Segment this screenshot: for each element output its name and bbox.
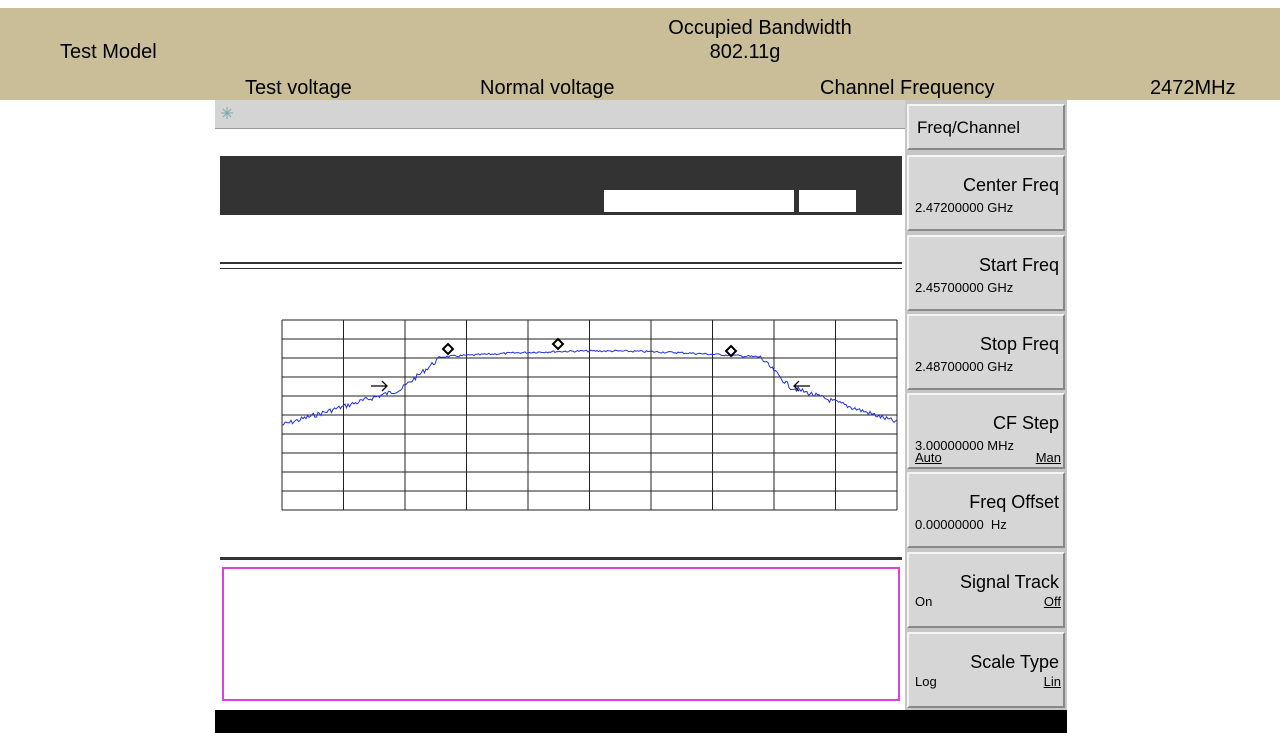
marker bbox=[551, 337, 565, 351]
softkey-label: Start Freq bbox=[978, 255, 1059, 275]
arrow-left bbox=[793, 380, 810, 392]
softkey-label: Stop Freq bbox=[979, 334, 1059, 354]
softkey-value: 0.00000000 Hz bbox=[915, 517, 1007, 532]
softkey[interactable]: Scale Type Log Lin bbox=[907, 632, 1065, 708]
bottom-bar bbox=[215, 710, 1067, 733]
trace bbox=[281, 349, 898, 426]
softkey-value: 2.45700000 GHz bbox=[915, 280, 1014, 295]
option: On bbox=[915, 594, 933, 609]
softkey-label: CF Step bbox=[992, 413, 1059, 433]
softkey-label: Scale Type bbox=[970, 652, 1059, 672]
softkey[interactable]: Start Freq 2.45700000 GHz bbox=[907, 235, 1065, 311]
result-box bbox=[222, 567, 900, 701]
option: Lin bbox=[1043, 674, 1061, 689]
field-label: Test Model bbox=[60, 41, 157, 63]
softkey-label: Freq Offset bbox=[969, 492, 1059, 512]
diamond-markers bbox=[441, 337, 738, 358]
softkey-value: 2.48700000 GHz bbox=[915, 359, 1014, 374]
field-value: Normal voltage bbox=[480, 77, 615, 99]
top-bar bbox=[215, 100, 905, 129]
option: Man bbox=[1035, 450, 1061, 465]
softkey-label: Center Freq bbox=[962, 175, 1059, 195]
softkey[interactable]: Freq Offset 0.00000000 Hz bbox=[907, 472, 1065, 548]
softkey[interactable]: Center Freq 2.47200000 GHz bbox=[907, 155, 1065, 231]
softkey[interactable]: Signal Track On Off bbox=[907, 552, 1065, 628]
softkey-label: Signal Track bbox=[959, 572, 1059, 592]
arrows bbox=[371, 380, 810, 392]
field-value: 2472MHz bbox=[1150, 77, 1236, 99]
option: Off bbox=[1043, 594, 1061, 609]
softkey-value: 2.47200000 GHz bbox=[915, 200, 1014, 215]
softkey[interactable]: CF Step 3.00000000 MHz Auto Man bbox=[907, 393, 1065, 469]
agilent-icon bbox=[221, 107, 233, 119]
field-value: 802.11g bbox=[709, 41, 781, 63]
marker bbox=[441, 342, 455, 356]
marker bbox=[724, 344, 738, 358]
menu-title: Freq/Channel bbox=[907, 104, 1065, 150]
grid bbox=[281, 319, 898, 511]
field-label: Test voltage bbox=[245, 77, 352, 99]
divider bbox=[220, 557, 902, 560]
softkey[interactable]: Stop Freq 2.48700000 GHz bbox=[907, 314, 1065, 390]
divider bbox=[220, 262, 902, 264]
option: Auto bbox=[915, 450, 942, 465]
softkey-value: 3.00000000 MHz bbox=[915, 438, 1015, 453]
header-band bbox=[0, 8, 1280, 100]
input-box bbox=[604, 190, 794, 212]
arrow-right bbox=[371, 380, 388, 392]
title: Occupied Bandwidth bbox=[668, 17, 852, 39]
icon bbox=[221, 107, 233, 119]
field-label: Channel Frequency bbox=[820, 77, 995, 99]
input-box-small bbox=[799, 190, 856, 212]
divider bbox=[220, 268, 902, 269]
menu-label: Freq/Channel bbox=[917, 118, 1021, 137]
option: Log bbox=[915, 674, 937, 689]
